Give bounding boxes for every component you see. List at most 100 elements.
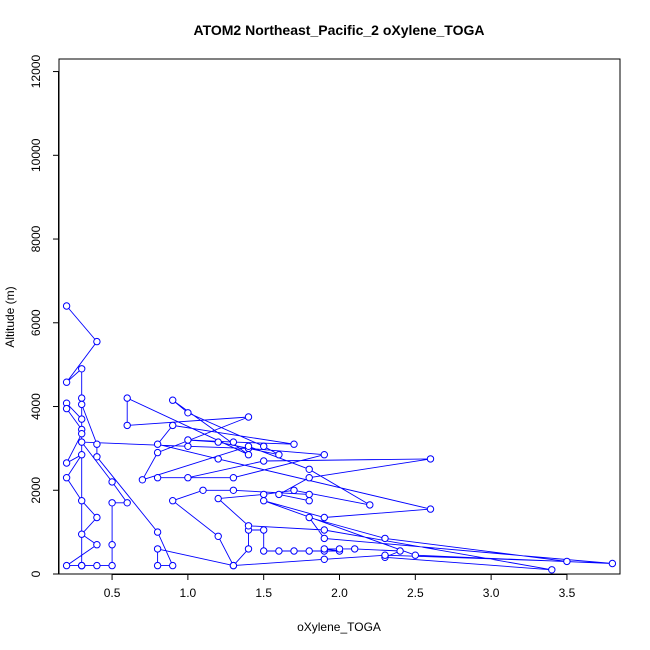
- y-tick-label: 12000: [29, 55, 43, 89]
- data-point: [78, 438, 86, 446]
- data-point: [123, 499, 131, 507]
- data-point: [563, 557, 571, 566]
- data-point: [78, 430, 86, 438]
- data-point: [214, 532, 222, 540]
- data-point: [169, 497, 177, 505]
- data-point: [153, 561, 162, 570]
- data-point: [184, 474, 192, 482]
- data-point: [244, 451, 253, 459]
- data-point: [153, 448, 162, 457]
- data-point: [62, 302, 71, 310]
- data-point: [608, 559, 617, 568]
- data-point: [184, 442, 192, 450]
- data-point: [275, 490, 283, 499]
- data-point: [169, 396, 177, 404]
- x-tick-label: 3.5: [559, 586, 576, 600]
- data-point: [169, 561, 177, 570]
- data-point: [260, 442, 268, 450]
- y-tick-label: 6000: [29, 309, 43, 336]
- y-tick-label: 10000: [29, 138, 43, 172]
- data-point: [305, 513, 313, 522]
- data-point: [229, 561, 238, 570]
- x-tick-label: 3.0: [483, 586, 500, 600]
- data-point: [78, 365, 86, 373]
- data-point: [93, 513, 101, 522]
- data-point: [320, 526, 328, 534]
- data-point: [199, 486, 207, 494]
- data-point: [78, 497, 86, 505]
- data-point: [153, 528, 162, 536]
- data-point: [93, 440, 101, 448]
- data-point: [305, 465, 313, 473]
- x-axis-label: oXylene_TOGA: [297, 620, 381, 634]
- data-point: [229, 438, 238, 446]
- y-axis: 0 2000 4000 6000 8000 10000 12000: [29, 55, 59, 577]
- data-point: [275, 451, 283, 459]
- data-point: [244, 442, 253, 450]
- data-point: [366, 501, 374, 509]
- chart-title: ATOM2 Northeast_Pacific_2 oXylene_TOGA: [194, 22, 485, 38]
- data-point: [123, 394, 131, 402]
- data-point: [108, 478, 116, 486]
- data-point: [305, 474, 313, 482]
- x-tick-label: 1.5: [255, 586, 272, 600]
- y-axis-label: Altitude (m): [3, 286, 17, 347]
- x-tick-label: 0.5: [104, 586, 121, 600]
- data-point: [260, 497, 268, 505]
- data-point: [93, 337, 101, 346]
- data-point: [214, 455, 222, 463]
- x-tick-label: 2.5: [407, 586, 424, 600]
- data-point: [260, 457, 268, 465]
- data-point: [305, 497, 313, 505]
- data-point: [78, 561, 86, 570]
- data-point: [169, 421, 177, 430]
- data-point: [78, 530, 86, 538]
- data-point: [62, 378, 71, 386]
- x-tick-label: 2.0: [331, 586, 348, 600]
- data-point: [62, 561, 71, 570]
- data-point: [93, 561, 101, 570]
- data-point: [244, 522, 253, 530]
- data-point: [108, 499, 116, 507]
- data-point: [153, 545, 162, 553]
- data-point: [381, 534, 389, 543]
- data-point: [260, 547, 268, 555]
- data-point: [214, 494, 222, 503]
- y-tick-label: 4000: [29, 393, 43, 420]
- data-point: [426, 455, 435, 463]
- data-point: [138, 476, 147, 484]
- data-point: [381, 551, 389, 559]
- data-point: [153, 474, 162, 482]
- data-point: [290, 547, 298, 555]
- data-point: [290, 440, 298, 448]
- data-point: [320, 451, 328, 459]
- y-tick-label: 8000: [29, 225, 43, 252]
- data-point: [335, 545, 344, 553]
- data-point: [93, 453, 101, 461]
- data-point: [320, 513, 328, 522]
- y-tick-label: 0: [29, 570, 43, 577]
- data-point: [411, 551, 419, 559]
- data-point: [275, 547, 283, 555]
- data-point: [153, 440, 162, 448]
- data-point: [184, 409, 192, 417]
- data-point: [260, 526, 268, 534]
- data-point: [396, 547, 404, 555]
- data-point: [108, 541, 116, 549]
- data-point: [351, 545, 359, 553]
- data-point: [290, 486, 298, 494]
- data-point: [184, 436, 192, 444]
- data-point: [320, 555, 328, 563]
- data-point: [78, 400, 86, 409]
- y-tick-label: 2000: [29, 477, 43, 504]
- data-point: [214, 438, 222, 446]
- data-point: [62, 474, 71, 482]
- data-point: [426, 505, 435, 513]
- x-axis: 0.5 1.0 1.5 2.0 2.5 3.0 3.5: [104, 574, 576, 600]
- data-point: [320, 534, 328, 543]
- data-point: [62, 404, 71, 413]
- data-point: [229, 486, 238, 494]
- x-tick-label: 1.0: [180, 586, 197, 600]
- data-point: [548, 566, 556, 574]
